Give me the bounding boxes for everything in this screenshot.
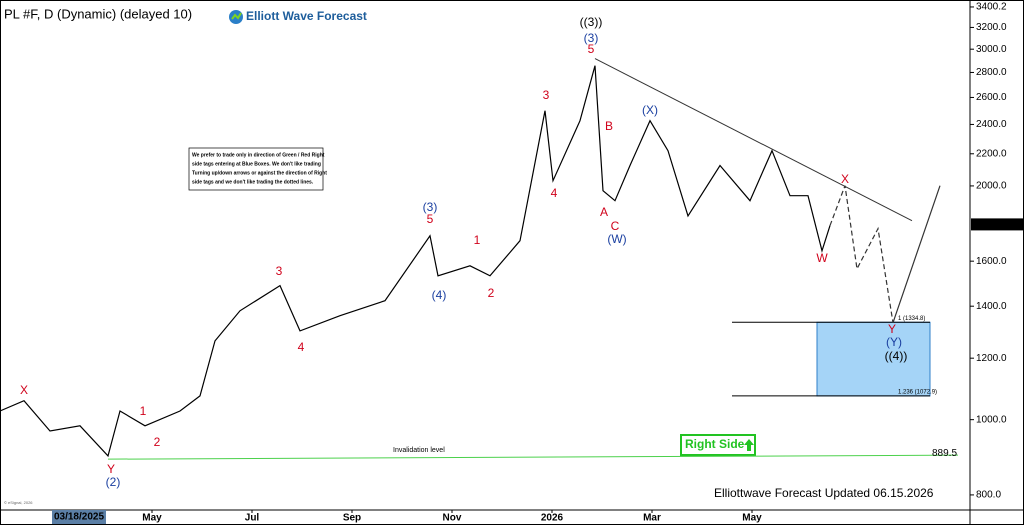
note-box (188, 147, 324, 191)
cursor-date-box (52, 510, 106, 524)
up-arrow-icon (744, 439, 754, 451)
wave-label: Y (888, 322, 896, 336)
note-line: Turning up/down arrows or against the di… (192, 170, 327, 176)
invalidation-text: Invalidation level (393, 447, 445, 454)
invalidation-line (107, 454, 959, 460)
x-tick-label: Sep (343, 513, 361, 524)
wave-label: 4 (551, 186, 558, 200)
y-tick-label: 2800.0 (976, 67, 1007, 78)
wave-label: A (600, 205, 608, 219)
wave-label: B (605, 119, 613, 133)
wave-label: 1 (474, 233, 481, 247)
wave-label: W (816, 251, 828, 265)
wave-label: (Y) (886, 335, 902, 349)
y-tick-label: 2400.0 (976, 119, 1007, 130)
target-path (892, 185, 941, 323)
y-tick-label: 2200.0 (976, 148, 1007, 159)
wave-label: X (841, 172, 849, 186)
wave-label: 4 (298, 340, 305, 354)
y-tick-label: 3000.0 (976, 44, 1007, 55)
wave-label: 2 (154, 435, 161, 449)
chart-title: PL #F, D (Dynamic) (delayed 10) (4, 6, 192, 21)
wave-label: 5 (588, 42, 595, 56)
cursor-date: 03/18/2025 (54, 512, 104, 523)
wave-label: (3) (423, 200, 438, 214)
y-tick-label: 1000.0 (976, 414, 1007, 425)
right-side-text: Right Side (685, 437, 745, 451)
y-tick-label: 3200.0 (976, 22, 1007, 33)
wave-label: (4) (432, 288, 447, 302)
wave-label: 3 (276, 264, 283, 278)
target-box (816, 321, 931, 397)
y-tick-label: 2000.0 (976, 181, 1007, 192)
fib-label: 1 (1334.8) (898, 316, 925, 322)
wave-label: X (20, 383, 28, 397)
wave-label: ((4)) (885, 349, 908, 363)
fib-label: 1.236 (1072.9) (898, 390, 937, 396)
y-tick-label: 2600.0 (976, 92, 1007, 103)
wave-label: 1 (140, 404, 147, 418)
y-tick-label: 1200.0 (976, 353, 1007, 364)
note-line: side tags and we don't like trading the … (192, 179, 314, 185)
wave-label: (X) (642, 103, 658, 117)
x-tick-label: May (142, 513, 162, 524)
logo: Elliott Wave Forecast (246, 9, 367, 23)
y-tick-label: 800.0 (976, 490, 1001, 501)
y-tick-label: 1600.0 (976, 256, 1007, 267)
price-line (0, 65, 831, 458)
y-tick-label: 1400.0 (976, 301, 1007, 312)
y-tick-label: 3400.2 (976, 2, 1007, 13)
trendline (594, 58, 913, 222)
x-tick-label: Mar (643, 513, 661, 524)
wave-label: (2) (106, 475, 121, 489)
logo-icon (231, 12, 242, 20)
last-price-label: 1784.3 (976, 219, 1007, 230)
wave-label: 3 (543, 88, 550, 102)
wave-label: Y (107, 462, 115, 476)
projection-path (829, 185, 894, 323)
x-tick-label: May (742, 513, 762, 524)
wave-label: ((3)) (580, 15, 603, 29)
wave-label: (W) (607, 232, 626, 246)
copyright: © eSignal, 2026 (4, 500, 33, 505)
note-line: We prefer to trade only in direction of … (192, 152, 325, 158)
x-tick-label: 2026 (541, 513, 564, 524)
wave-label: C (611, 219, 620, 233)
right-side-tag (680, 434, 756, 456)
x-tick-label: Nov (443, 513, 462, 524)
wave-label: (3) (584, 31, 599, 45)
wave-label: 5 (427, 212, 434, 226)
invalidation-value: 889.5 (932, 448, 957, 459)
wave-label: 2 (488, 286, 495, 300)
last-price-box (971, 218, 1023, 231)
footer: Elliottwave Forecast Updated 06.15.2026 (714, 486, 934, 500)
x-tick-label: Jul (245, 513, 260, 524)
note-line: side tags entering at Blue Boxes. We don… (192, 161, 321, 167)
